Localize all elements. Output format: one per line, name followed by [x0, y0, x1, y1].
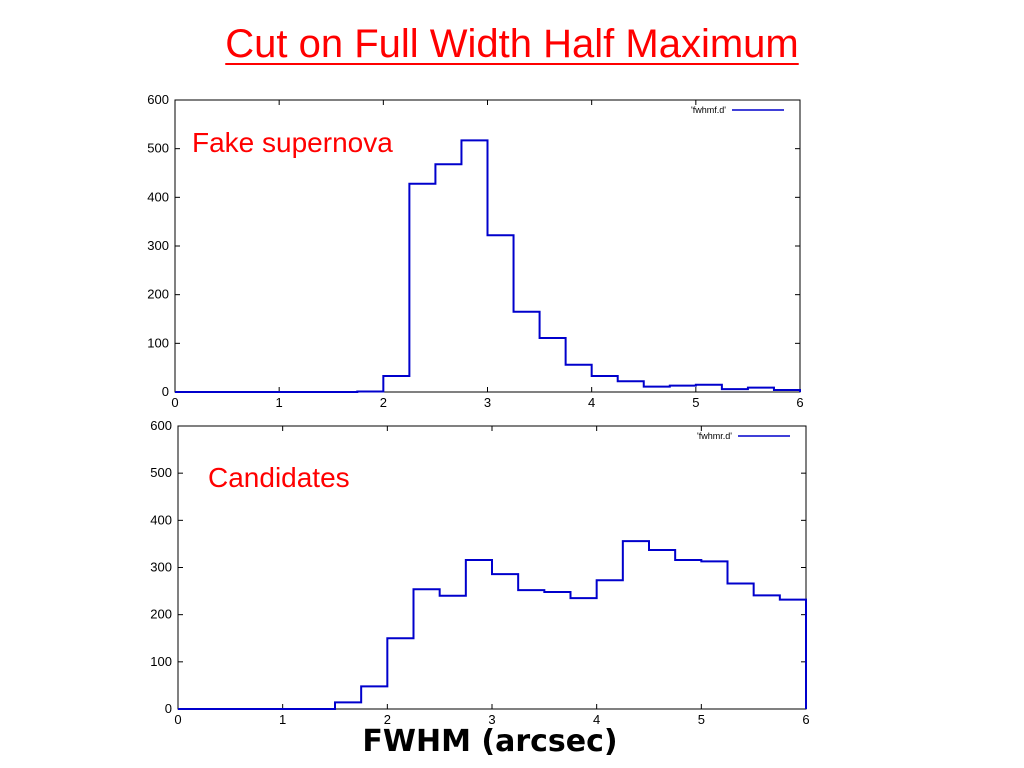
- candidates-histogram: 0 1 2 3 4 5 6 0 100 200 300 400 500 600 'fwhmr.d' Candi…: [150, 418, 809, 727]
- legend-label: 'fwhmr.d': [697, 431, 732, 441]
- slide-title: Cut on Full Width Half Maximum: [225, 22, 799, 66]
- y-tick-label: 500: [147, 141, 169, 156]
- x-tick-label: 6: [796, 395, 803, 410]
- y-tick-label: 600: [150, 418, 172, 433]
- y-tick-label: 500: [150, 465, 172, 480]
- histogram-series-line: [178, 540, 807, 710]
- y-tick-label: 600: [147, 92, 169, 107]
- annotation-label: Candidates: [208, 462, 350, 493]
- x-tick-label: 4: [588, 395, 595, 410]
- y-tick-label: 200: [150, 607, 172, 622]
- x-tick-label: 1: [276, 395, 283, 410]
- x-tick-label: 2: [384, 712, 391, 727]
- y-tick-label: 100: [147, 335, 169, 350]
- histogram-series-line: [175, 139, 801, 393]
- y-tick-label: 0: [162, 384, 169, 399]
- legend-label: 'fwhmf.d': [691, 105, 726, 115]
- y-tick-label: 400: [147, 189, 169, 204]
- y-tick-label: 100: [150, 654, 172, 669]
- x-tick-label: 4: [593, 712, 600, 727]
- annotation-label: Fake supernova: [192, 127, 393, 158]
- x-tick-label: 1: [279, 712, 286, 727]
- x-tick-label: 6: [802, 712, 809, 727]
- y-tick-label: 300: [150, 560, 172, 575]
- y-tick-label: 300: [147, 238, 169, 253]
- x-tick-label: 3: [484, 395, 491, 410]
- x-axis-label: FWHM (arcsec): [362, 724, 618, 759]
- y-tick-label: 200: [147, 287, 169, 302]
- x-tick-label: 0: [171, 395, 178, 410]
- fake-supernova-histogram: 0 1 2 3 4 5 6 0 100 200 300 400 500 600 'fwhmf.d' Fake …: [147, 92, 803, 410]
- x-tick-label: 0: [174, 712, 181, 727]
- y-tick-label: 400: [150, 512, 172, 527]
- x-tick-label: 5: [692, 395, 699, 410]
- x-tick-label: 5: [698, 712, 705, 727]
- y-tick-label: 0: [165, 701, 172, 716]
- x-tick-label: 3: [488, 712, 495, 727]
- x-tick-label: 2: [380, 395, 387, 410]
